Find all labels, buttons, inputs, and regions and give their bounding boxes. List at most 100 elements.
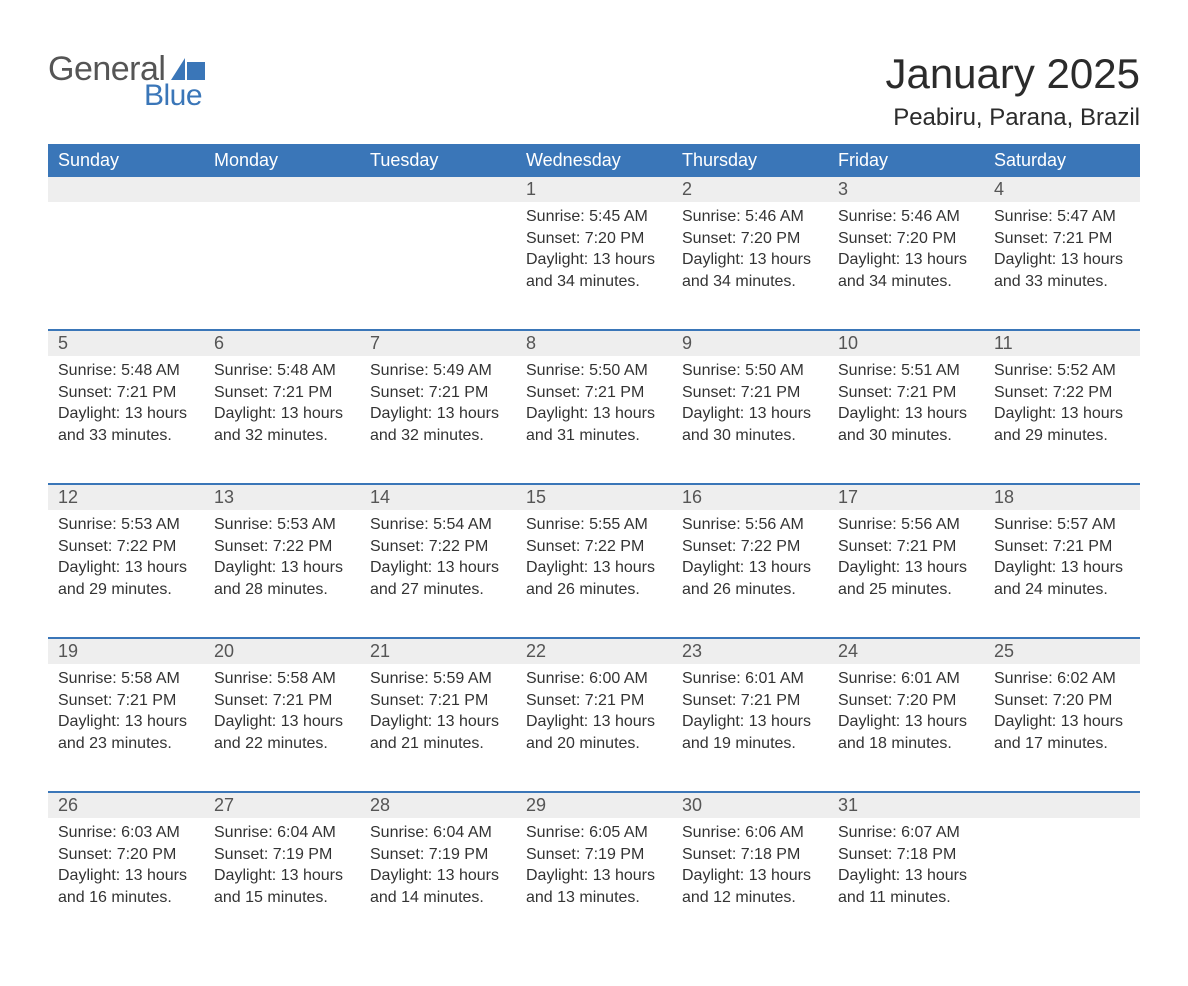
daylight-line: Daylight: 13 hours and 13 minutes. — [526, 865, 662, 908]
location-subtitle: Peabiru, Parana, Brazil — [885, 104, 1140, 132]
empty-day-number — [360, 177, 516, 202]
day-number: 15 — [516, 484, 672, 510]
day-body: Sunrise: 6:02 AMSunset: 7:20 PMDaylight:… — [984, 664, 1140, 770]
day-body: Sunrise: 5:54 AMSunset: 7:22 PMDaylight:… — [360, 510, 516, 616]
week-number-row: 1234 — [48, 177, 1140, 202]
sunset-line: Sunset: 7:20 PM — [994, 690, 1130, 712]
day-cell: Sunrise: 5:51 AMSunset: 7:21 PMDaylight:… — [828, 356, 984, 484]
day-body: Sunrise: 6:01 AMSunset: 7:20 PMDaylight:… — [828, 664, 984, 770]
sunrise-line: Sunrise: 5:48 AM — [214, 360, 350, 382]
sunrise-line: Sunrise: 5:50 AM — [526, 360, 662, 382]
day-cell: Sunrise: 5:56 AMSunset: 7:22 PMDaylight:… — [672, 510, 828, 638]
logo: General Blue — [48, 50, 205, 113]
day-number: 17 — [828, 484, 984, 510]
day-cell: Sunrise: 6:00 AMSunset: 7:21 PMDaylight:… — [516, 664, 672, 792]
week-body-row: Sunrise: 5:58 AMSunset: 7:21 PMDaylight:… — [48, 664, 1140, 792]
sunset-line: Sunset: 7:21 PM — [214, 690, 350, 712]
sunrise-line: Sunrise: 6:02 AM — [994, 668, 1130, 690]
sunset-line: Sunset: 7:20 PM — [838, 690, 974, 712]
sunrise-line: Sunrise: 5:53 AM — [58, 514, 194, 536]
sunset-line: Sunset: 7:22 PM — [526, 536, 662, 558]
daylight-line: Daylight: 13 hours and 32 minutes. — [370, 403, 506, 446]
daylight-line: Daylight: 13 hours and 14 minutes. — [370, 865, 506, 908]
daylight-line: Daylight: 13 hours and 26 minutes. — [526, 557, 662, 600]
sunrise-line: Sunrise: 5:48 AM — [58, 360, 194, 382]
sunrise-line: Sunrise: 5:57 AM — [994, 514, 1130, 536]
sunrise-line: Sunrise: 5:46 AM — [682, 206, 818, 228]
sunset-line: Sunset: 7:20 PM — [58, 844, 194, 866]
week-body-row: Sunrise: 5:48 AMSunset: 7:21 PMDaylight:… — [48, 356, 1140, 484]
day-body: Sunrise: 6:06 AMSunset: 7:18 PMDaylight:… — [672, 818, 828, 924]
sunset-line: Sunset: 7:20 PM — [838, 228, 974, 250]
sunset-line: Sunset: 7:21 PM — [58, 382, 194, 404]
day-cell: Sunrise: 5:57 AMSunset: 7:21 PMDaylight:… — [984, 510, 1140, 638]
weekday-header: Friday — [828, 144, 984, 177]
day-body: Sunrise: 5:48 AMSunset: 7:21 PMDaylight:… — [204, 356, 360, 462]
sunset-line: Sunset: 7:21 PM — [838, 382, 974, 404]
daylight-line: Daylight: 13 hours and 28 minutes. — [214, 557, 350, 600]
day-number: 16 — [672, 484, 828, 510]
daylight-line: Daylight: 13 hours and 33 minutes. — [994, 249, 1130, 292]
weekday-header: Wednesday — [516, 144, 672, 177]
week-body-row: Sunrise: 5:53 AMSunset: 7:22 PMDaylight:… — [48, 510, 1140, 638]
day-cell: Sunrise: 5:45 AMSunset: 7:20 PMDaylight:… — [516, 202, 672, 330]
daylight-line: Daylight: 13 hours and 24 minutes. — [994, 557, 1130, 600]
daylight-line: Daylight: 13 hours and 20 minutes. — [526, 711, 662, 754]
sunrise-line: Sunrise: 5:47 AM — [994, 206, 1130, 228]
sunset-line: Sunset: 7:21 PM — [370, 382, 506, 404]
day-cell: Sunrise: 6:07 AMSunset: 7:18 PMDaylight:… — [828, 818, 984, 946]
day-body: Sunrise: 5:57 AMSunset: 7:21 PMDaylight:… — [984, 510, 1140, 616]
day-number: 26 — [48, 792, 204, 818]
sunrise-line: Sunrise: 5:50 AM — [682, 360, 818, 382]
daylight-line: Daylight: 13 hours and 33 minutes. — [58, 403, 194, 446]
day-number: 4 — [984, 177, 1140, 202]
day-number: 28 — [360, 792, 516, 818]
sunrise-line: Sunrise: 5:56 AM — [682, 514, 818, 536]
day-cell: Sunrise: 5:46 AMSunset: 7:20 PMDaylight:… — [672, 202, 828, 330]
daylight-line: Daylight: 13 hours and 21 minutes. — [370, 711, 506, 754]
daylight-line: Daylight: 13 hours and 15 minutes. — [214, 865, 350, 908]
day-cell: Sunrise: 6:02 AMSunset: 7:20 PMDaylight:… — [984, 664, 1140, 792]
daylight-line: Daylight: 13 hours and 34 minutes. — [682, 249, 818, 292]
week-number-row: 262728293031 — [48, 792, 1140, 818]
day-number: 24 — [828, 638, 984, 664]
day-body: Sunrise: 5:55 AMSunset: 7:22 PMDaylight:… — [516, 510, 672, 616]
sunrise-line: Sunrise: 5:46 AM — [838, 206, 974, 228]
day-cell: Sunrise: 5:54 AMSunset: 7:22 PMDaylight:… — [360, 510, 516, 638]
sunrise-line: Sunrise: 5:52 AM — [994, 360, 1130, 382]
day-number: 18 — [984, 484, 1140, 510]
sunrise-line: Sunrise: 6:00 AM — [526, 668, 662, 690]
empty-day-cell — [360, 202, 516, 330]
sunrise-line: Sunrise: 6:07 AM — [838, 822, 974, 844]
day-number: 25 — [984, 638, 1140, 664]
week-number-row: 567891011 — [48, 330, 1140, 356]
empty-day-cell — [984, 818, 1140, 946]
daylight-line: Daylight: 13 hours and 12 minutes. — [682, 865, 818, 908]
sunset-line: Sunset: 7:22 PM — [370, 536, 506, 558]
weekday-header: Monday — [204, 144, 360, 177]
daylight-line: Daylight: 13 hours and 29 minutes. — [58, 557, 194, 600]
sunset-line: Sunset: 7:20 PM — [682, 228, 818, 250]
daylight-line: Daylight: 13 hours and 31 minutes. — [526, 403, 662, 446]
day-body: Sunrise: 5:59 AMSunset: 7:21 PMDaylight:… — [360, 664, 516, 770]
page-header: General Blue January 2025 Peabiru, Paran… — [48, 50, 1140, 132]
day-cell: Sunrise: 5:59 AMSunset: 7:21 PMDaylight:… — [360, 664, 516, 792]
weekday-header: Thursday — [672, 144, 828, 177]
sunrise-line: Sunrise: 6:03 AM — [58, 822, 194, 844]
weekday-header: Sunday — [48, 144, 204, 177]
day-body: Sunrise: 5:58 AMSunset: 7:21 PMDaylight:… — [48, 664, 204, 770]
daylight-line: Daylight: 13 hours and 34 minutes. — [526, 249, 662, 292]
empty-day-number — [48, 177, 204, 202]
day-number: 8 — [516, 330, 672, 356]
week-number-row: 12131415161718 — [48, 484, 1140, 510]
day-number: 1 — [516, 177, 672, 202]
day-body: Sunrise: 5:47 AMSunset: 7:21 PMDaylight:… — [984, 202, 1140, 308]
day-cell: Sunrise: 6:03 AMSunset: 7:20 PMDaylight:… — [48, 818, 204, 946]
day-number: 9 — [672, 330, 828, 356]
sunrise-line: Sunrise: 6:04 AM — [214, 822, 350, 844]
sunrise-line: Sunrise: 5:53 AM — [214, 514, 350, 536]
day-body: Sunrise: 6:07 AMSunset: 7:18 PMDaylight:… — [828, 818, 984, 924]
sunrise-line: Sunrise: 6:01 AM — [838, 668, 974, 690]
day-body: Sunrise: 6:00 AMSunset: 7:21 PMDaylight:… — [516, 664, 672, 770]
day-number: 11 — [984, 330, 1140, 356]
